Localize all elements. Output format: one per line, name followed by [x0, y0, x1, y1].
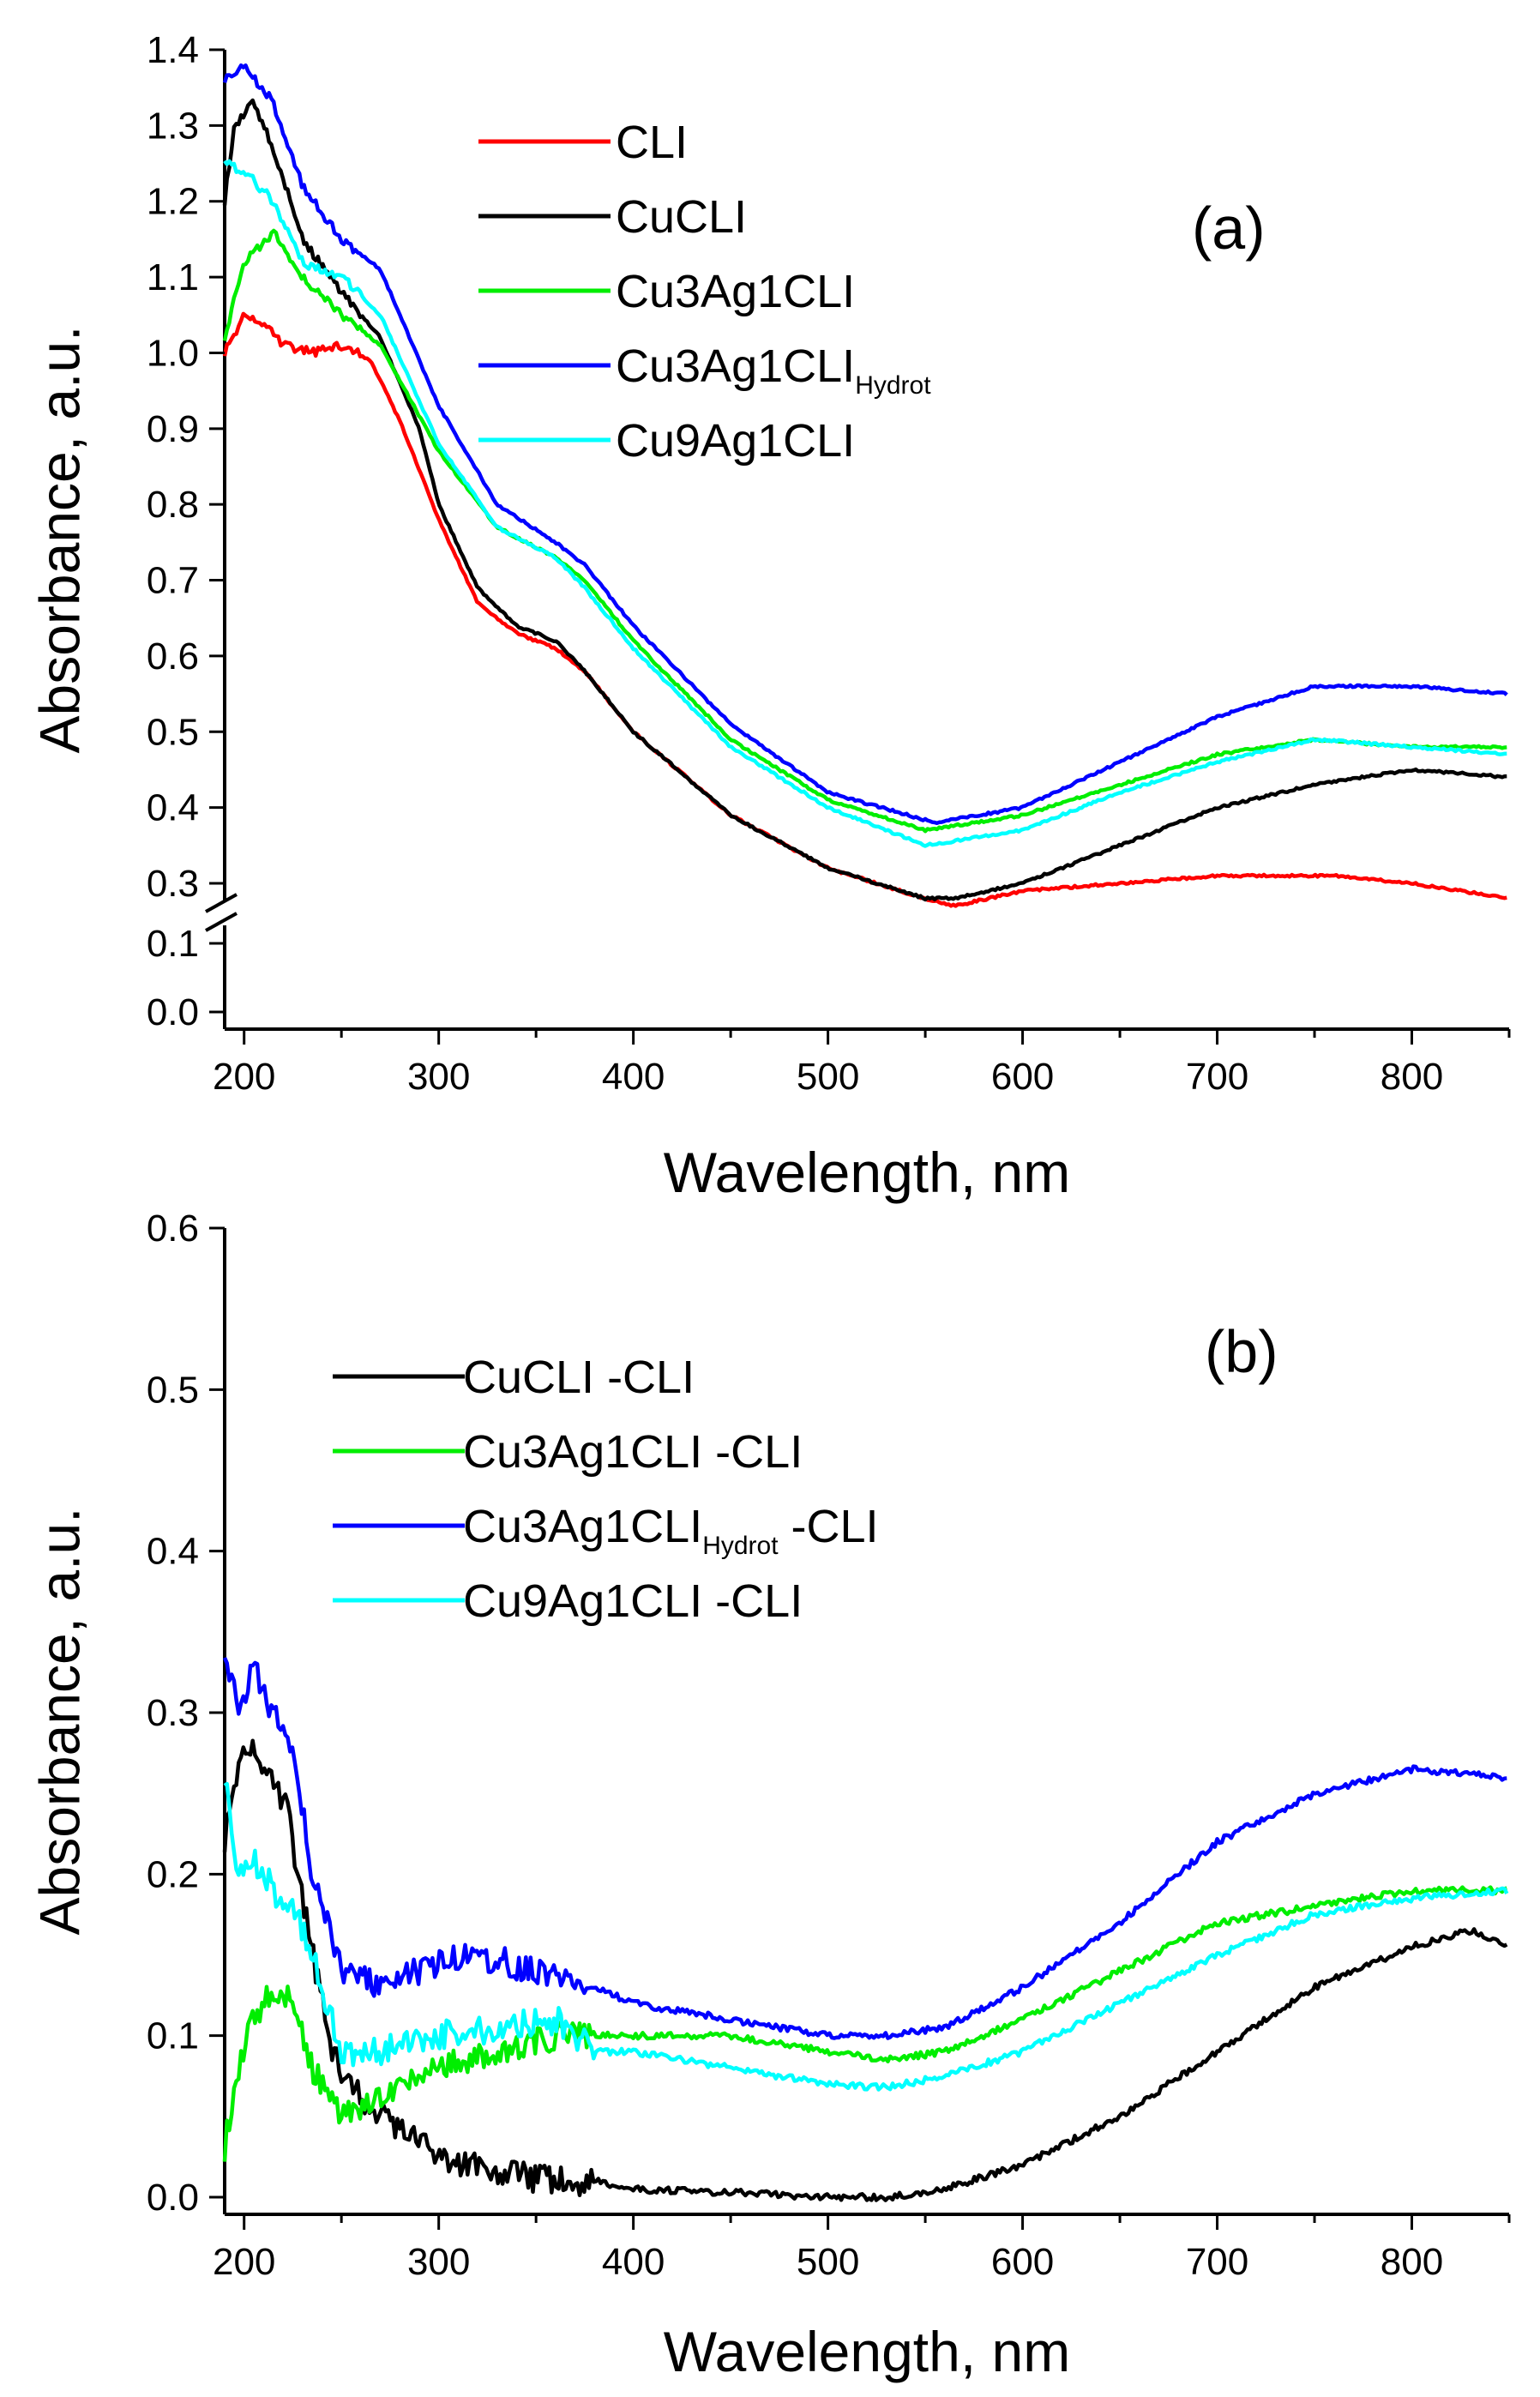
panel-b-legend: CuCLI -CLI Cu3Ag1CLI -CLI Cu3Ag1CLIHydrot … [333, 1352, 879, 1627]
x-tick-label: 300 [407, 1056, 470, 1098]
x-tick-label: 600 [991, 2241, 1054, 2283]
x-tick-label: 500 [797, 1056, 859, 1098]
series-line-0 [222, 1738, 1508, 2202]
y-tick-label: 1.4 [147, 29, 199, 71]
x-tick-label: 700 [1186, 2241, 1248, 2283]
y-tick-label: 0.7 [147, 560, 199, 602]
x-tick-label: 600 [991, 1056, 1054, 1098]
panel-b-series [222, 1657, 1509, 2202]
y-tick-label: 1.3 [147, 105, 199, 147]
y-tick-label: 0.0 [147, 2177, 199, 2219]
panel-a-legend: CLI CuCLI Cu3Ag1CLI Cu3Ag1CLIHydrot Cu9Ag1CL… [478, 117, 931, 467]
legend-label: CuCLI [616, 191, 747, 243]
legend-label: Cu3Ag1CLIHydrot [616, 340, 931, 400]
y-tick-label: 0.5 [147, 711, 199, 753]
axis-break-mark [205, 912, 238, 932]
y-tick-label: 0.1 [147, 2015, 199, 2057]
panel-a-y-axis-title: Absorbance, a.u. [27, 326, 91, 754]
panel-a: 200 300 400 500 600 700 800 0.0 0.1 0.3 0.4 0.5 0.6… [27, 29, 1511, 1204]
legend-label: Cu3Ag1CLIHydrot -CLI [463, 1501, 879, 1560]
y-tick-label: 0.9 [147, 408, 199, 450]
x-tick-label: 400 [602, 2241, 665, 2283]
panel-a-x-ticks: 200 300 400 500 600 700 800 [213, 1029, 1511, 1098]
legend-label-subscript: Hydrot [702, 1532, 779, 1560]
y-tick-label: 0.5 [147, 1369, 199, 1411]
y-tick-label: 0.6 [147, 635, 199, 678]
y-tick-label: 0.3 [147, 1692, 199, 1734]
y-tick-label: 0.8 [147, 484, 199, 526]
x-tick-label: 800 [1381, 1056, 1443, 1098]
panel-a-x-axis-title: Wavelength, nm [664, 1141, 1070, 1204]
legend-label: CuCLI -CLI [463, 1352, 695, 1403]
x-tick-label: 200 [213, 1056, 275, 1098]
panel-b-label: (b) [1205, 1318, 1278, 1385]
panel-a-series [222, 63, 1508, 908]
y-tick-label: 0.1 [147, 923, 199, 965]
legend-label-suffix: -CLI [779, 1501, 879, 1552]
panel-b-y-ticks: 0.0 0.1 0.2 0.3 0.4 0.5 0.6 [147, 1208, 225, 2219]
x-tick-label: 700 [1186, 1056, 1248, 1098]
series-line-1 [222, 1885, 1508, 2162]
x-tick-label: 400 [602, 1056, 665, 1098]
y-tick-label: 0.3 [147, 863, 199, 905]
y-tick-label: 0.4 [147, 1531, 199, 1573]
y-tick-label: 1.1 [147, 256, 199, 298]
legend-label: Cu9Ag1CLI [616, 415, 855, 467]
panel-b: 200 300 400 500 600 700 800 0.0 0.1 0.2 0.3 0.4 0.5… [27, 1208, 1511, 2383]
panel-b-y-axis-title: Absorbance, a.u. [27, 1508, 91, 1936]
legend-label: Cu3Ag1CLI [616, 266, 855, 317]
y-tick-label: 1.0 [147, 332, 199, 374]
legend-label: Cu9Ag1CLI -CLI [463, 1575, 803, 1627]
x-tick-label: 500 [797, 2241, 859, 2283]
panel-b-x-axis-title: Wavelength, nm [664, 2320, 1070, 2383]
series-line-3 [223, 1781, 1509, 2092]
series-line-2 [222, 1657, 1507, 2040]
series-line-3 [222, 63, 1508, 826]
y-tick-label: 0.6 [147, 1208, 199, 1250]
panel-a-axis-break [205, 893, 238, 932]
panel-a-label: (a) [1192, 195, 1266, 262]
series-line-0 [222, 311, 1507, 908]
series-line-4 [223, 159, 1507, 848]
legend-label: Cu3Ag1CLI -CLI [463, 1426, 803, 1478]
y-tick-label: 1.2 [147, 181, 199, 223]
x-tick-label: 300 [407, 2241, 470, 2283]
panel-b-x-ticks: 200 300 400 500 600 700 800 [213, 2214, 1511, 2283]
series-line-1 [222, 98, 1507, 902]
panel-a-y-ticks: 0.0 0.1 0.3 0.4 0.5 0.6 0.7 0.8 0.9 1.0 1.1 1.2 1.3 1… [147, 29, 225, 1033]
y-tick-label: 0.4 [147, 787, 199, 829]
x-tick-label: 200 [213, 2241, 275, 2283]
y-tick-label: 0.0 [147, 991, 199, 1033]
axis-break-mark [205, 893, 238, 913]
y-tick-label: 0.2 [147, 1853, 199, 1895]
x-tick-label: 800 [1381, 2241, 1443, 2283]
legend-label-subscript: Hydrot [855, 371, 931, 400]
legend-label: CLI [616, 117, 688, 168]
